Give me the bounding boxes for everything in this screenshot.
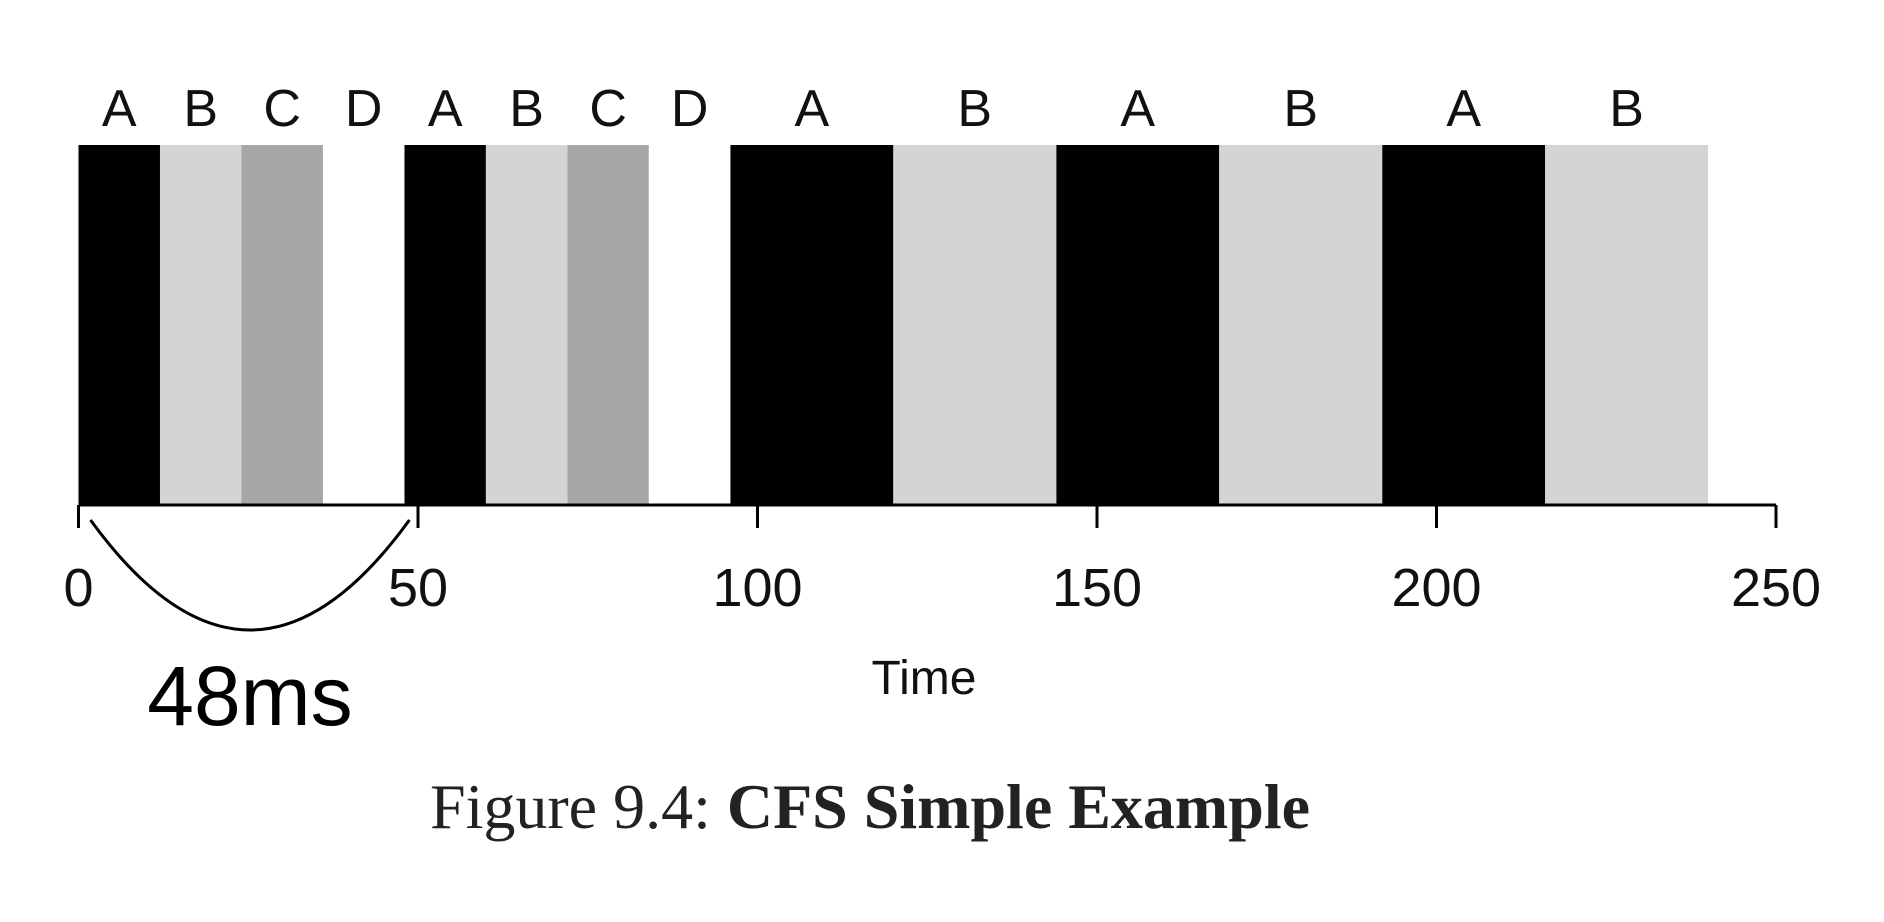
segment-label: A: [428, 80, 463, 138]
segment-label: D: [345, 80, 383, 138]
segment-label: B: [509, 80, 544, 138]
segment-label: A: [1446, 80, 1481, 138]
x-tick-label: 50: [388, 558, 448, 618]
segment: [78, 145, 160, 505]
segment-label: A: [794, 80, 829, 138]
segment-label: B: [957, 80, 992, 138]
segment: [1219, 145, 1383, 505]
segment: [1545, 145, 1709, 505]
segment-label: C: [589, 80, 627, 138]
segment: [485, 145, 568, 505]
segment: [648, 145, 731, 505]
segment-label: B: [183, 80, 218, 138]
segment: [404, 145, 486, 505]
segment-label: C: [263, 80, 301, 138]
segment: [322, 145, 405, 505]
segment-label: D: [671, 80, 709, 138]
x-tick-label: 200: [1391, 558, 1481, 618]
x-tick-label: 0: [63, 558, 93, 618]
segment: [893, 145, 1057, 505]
annotation-arc: [89, 519, 411, 632]
segment-label: A: [1120, 80, 1155, 138]
segment-label: B: [1609, 80, 1644, 138]
segment: [1382, 145, 1546, 505]
segment: [241, 145, 323, 505]
segment: [730, 145, 894, 505]
segment: [567, 145, 649, 505]
segment-label: B: [1283, 80, 1318, 138]
x-axis-label: Time: [872, 652, 977, 705]
caption-title: CFS Simple Example: [727, 771, 1310, 842]
x-tick-label: 100: [712, 558, 802, 618]
caption: Figure 9.4: CFS Simple Example: [430, 771, 1310, 842]
caption-label: Figure 9.4:: [430, 771, 711, 842]
segment-label: A: [102, 80, 137, 138]
x-tick-label: 150: [1052, 558, 1142, 618]
segment: [1056, 145, 1220, 505]
segment: [159, 145, 242, 505]
x-tick-label: 250: [1731, 558, 1821, 618]
annotation-label: 48ms: [147, 649, 352, 743]
